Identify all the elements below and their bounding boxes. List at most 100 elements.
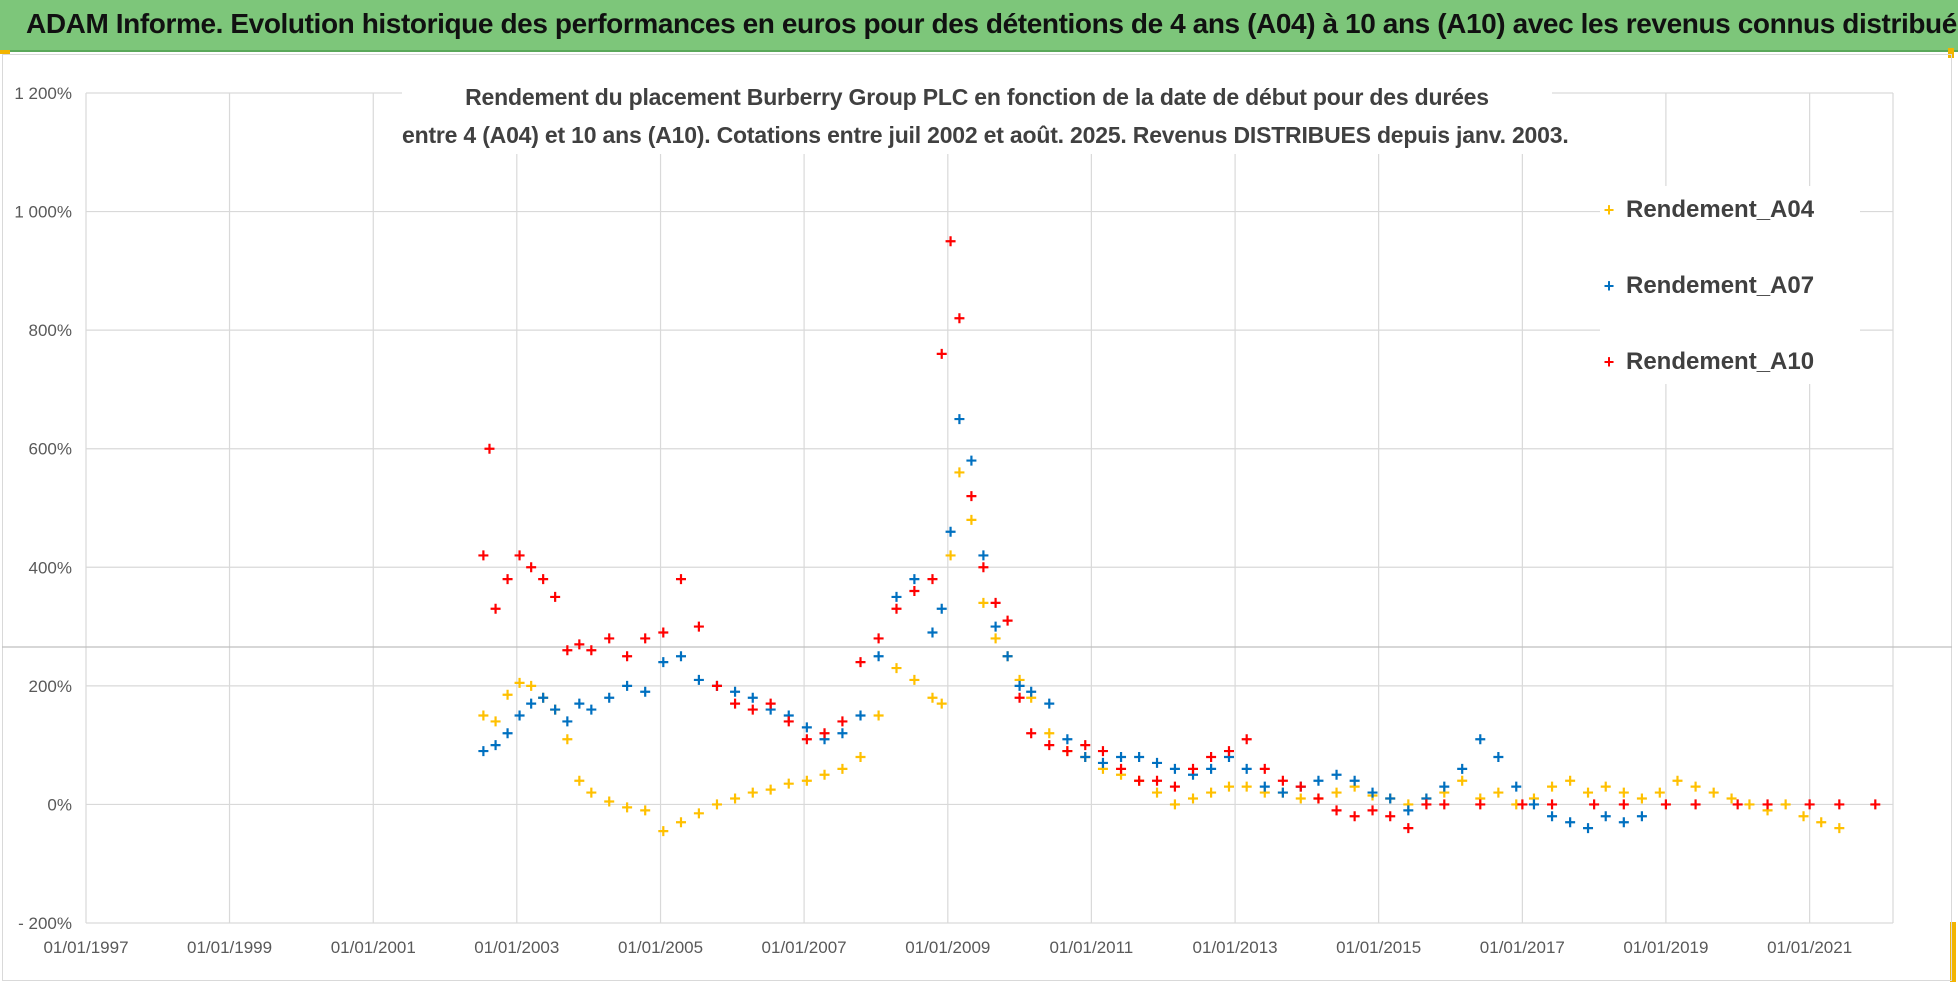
data-point [490, 740, 501, 751]
x-tick-label: 01/01/2011 [1049, 938, 1133, 957]
data-point [1475, 734, 1486, 745]
data-point [936, 603, 947, 614]
data-point [1439, 781, 1450, 792]
y-tick-label: 600% [29, 440, 72, 459]
data-point [1206, 763, 1217, 774]
data-point [514, 677, 525, 688]
data-point [1014, 692, 1025, 703]
data-point [1636, 811, 1647, 822]
data-point [1385, 793, 1396, 804]
x-tick-label: 01/01/2021 [1767, 938, 1852, 957]
data-point [1002, 615, 1013, 626]
data-point [1528, 799, 1539, 810]
data-point [514, 550, 525, 561]
x-tick-label: 01/01/2015 [1336, 938, 1421, 957]
x-tick-label: 01/01/2019 [1623, 938, 1708, 957]
data-point [1188, 793, 1199, 804]
data-point [954, 414, 965, 425]
data-point [550, 591, 561, 602]
data-point [1367, 805, 1378, 816]
data-point [1259, 763, 1270, 774]
data-point [1457, 763, 1468, 774]
data-point [1547, 811, 1558, 822]
data-point [990, 633, 1001, 644]
series-rendement-a10 [478, 236, 1881, 834]
data-point [1026, 686, 1037, 697]
data-point [909, 674, 920, 685]
banner-title: ADAM Informe. Evolution historique des p… [26, 8, 1958, 39]
data-point [730, 698, 741, 709]
data-point [604, 633, 615, 644]
data-point [526, 698, 537, 709]
data-point [675, 574, 686, 585]
data-point [747, 692, 758, 703]
data-point [945, 550, 956, 561]
data-point [1834, 823, 1845, 834]
data-point [562, 645, 573, 656]
banner: ADAM Informe. Evolution historique des p… [0, 0, 1958, 52]
data-point [1583, 823, 1594, 834]
data-point [1780, 799, 1791, 810]
data-point [1206, 752, 1217, 762]
chart-frame [2, 54, 1952, 981]
data-point [514, 710, 525, 721]
data-point [1241, 734, 1252, 745]
data-point [658, 826, 669, 837]
data-point [1732, 799, 1743, 810]
data-point [586, 787, 597, 798]
data-point [1169, 781, 1180, 792]
data-point [1583, 787, 1594, 798]
data-point [873, 633, 884, 644]
data-point [1188, 763, 1199, 774]
data-point [1241, 763, 1252, 774]
data-point [945, 526, 956, 537]
corner-accent-top-left [0, 50, 10, 54]
legend-marker-a04: + [1603, 200, 1615, 220]
data-point [1870, 799, 1881, 810]
data-point [1134, 775, 1145, 786]
data-point [1002, 651, 1013, 662]
data-point [640, 633, 651, 644]
legend: + Rendement_A04 + Rendement_A07 + Rendem… [1600, 186, 1860, 384]
data-point [1152, 757, 1163, 768]
legend-item-a10: + Rendement_A10 [1600, 342, 1814, 382]
data-point [891, 603, 902, 614]
y-tick-label: - 200% [18, 914, 72, 933]
x-tick-label: 01/01/2005 [618, 938, 703, 957]
x-tick-label: 01/01/2017 [1480, 938, 1565, 957]
series-rendement-a07 [478, 414, 1647, 834]
data-point [801, 775, 812, 786]
data-point [978, 550, 989, 561]
data-point [1493, 787, 1504, 798]
data-point [747, 787, 758, 798]
data-point [1134, 752, 1145, 762]
data-point [891, 663, 902, 674]
data-point [604, 692, 615, 703]
data-point [562, 716, 573, 727]
data-point [1295, 781, 1306, 792]
data-point [622, 651, 633, 662]
chart-title-line-2: entre 4 (A04) et 10 ans (A10). Cotations… [402, 122, 1569, 148]
data-point [1097, 746, 1108, 757]
data-point [526, 562, 537, 573]
data-point [783, 778, 794, 789]
data-point [954, 313, 965, 324]
data-point [1660, 799, 1671, 810]
data-point [1511, 781, 1522, 792]
data-point [490, 603, 501, 614]
data-point [1116, 763, 1127, 774]
data-point [1565, 817, 1576, 828]
y-tick-label: 1 000% [14, 203, 72, 222]
data-point [586, 645, 597, 656]
y-tick-label: 200% [29, 677, 72, 696]
data-point [693, 808, 704, 819]
legend-label-a07: Rendement_A07 [1626, 272, 1815, 299]
data-point [1313, 793, 1324, 804]
data-point [1708, 787, 1719, 798]
data-point [1547, 799, 1558, 810]
data-point [550, 704, 561, 715]
data-point [954, 467, 965, 478]
data-point [927, 574, 938, 585]
data-point [1475, 799, 1486, 810]
data-point [1044, 698, 1055, 709]
